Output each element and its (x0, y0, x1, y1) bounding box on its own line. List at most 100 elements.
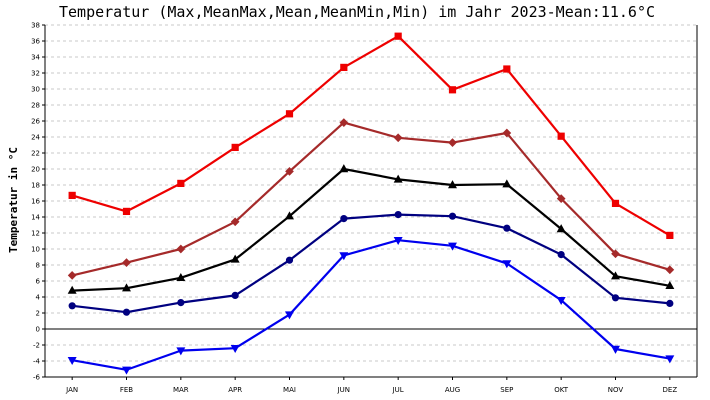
series-min-marker (285, 311, 294, 320)
y-tick-label: 28 (31, 102, 40, 110)
series-max-marker (177, 179, 185, 187)
series-mean-marker (502, 179, 512, 188)
series-min-marker (339, 252, 349, 261)
series-min-marker (176, 347, 186, 356)
y-tick-label: -2 (33, 342, 40, 350)
series-max-marker (666, 231, 674, 239)
series-meanmin-marker (340, 215, 348, 223)
series-max-marker (503, 65, 511, 73)
y-tick-label: 32 (31, 70, 40, 78)
series-meanmax-marker (122, 258, 131, 267)
y-tick-label: 22 (31, 150, 40, 158)
y-tick-label: 14 (31, 214, 40, 222)
series-max-marker (448, 86, 457, 94)
series-meanmax-marker (339, 118, 349, 127)
series-min-marker (665, 355, 675, 364)
y-ticks: -6-4-20246810121416182022242628303234363… (31, 22, 45, 382)
series-mean-marker (122, 283, 131, 292)
series-meanmin-marker (68, 302, 76, 310)
x-tick-label: DEZ (663, 386, 678, 394)
x-tick-label: NOV (608, 386, 624, 394)
series-min-marker (448, 242, 457, 251)
series-meanmax-marker (502, 128, 512, 138)
x-tick-label: OKT (554, 386, 569, 394)
x-tick-label: APR (228, 386, 242, 394)
y-tick-label: 24 (31, 134, 40, 142)
series-max (68, 32, 674, 239)
series-max-marker (68, 191, 76, 199)
series-meanmin-marker (122, 308, 131, 316)
series-max-marker (611, 199, 620, 207)
x-tick-label: MAR (173, 386, 189, 394)
y-tick-label: -4 (33, 358, 41, 366)
series-mean-marker (448, 180, 457, 189)
series-meanmax-marker (556, 194, 566, 203)
series-meanmax-marker (230, 217, 240, 227)
x-tick-label: JUN (337, 386, 350, 394)
y-tick-label: 6 (36, 278, 41, 286)
series-meanmin-marker (231, 291, 239, 299)
series-meanmax-marker (285, 167, 294, 176)
series-mean-marker (285, 211, 294, 220)
series-min-marker (122, 366, 131, 375)
y-axis-label: Temperatur in °C (7, 147, 20, 253)
series-mean-marker (393, 174, 403, 183)
series-mean-line (72, 167, 670, 292)
series-meanmin-marker (448, 212, 457, 220)
y-tick-label: 12 (31, 230, 40, 238)
series-min-marker (67, 356, 77, 366)
x-tick-label: AUG (445, 386, 460, 394)
y-tick-label: 8 (36, 262, 40, 270)
series-min-line (72, 239, 670, 371)
series-max-marker (285, 110, 294, 118)
x-ticks: JAN FEB MAR APR MAI JUN JUL AUG SEP OKT NOV DEZ (65, 377, 677, 394)
series-mean-marker (230, 254, 240, 263)
y-tick-label: 16 (31, 198, 40, 206)
series-max-marker (340, 63, 348, 71)
series-mean-marker (611, 271, 620, 280)
series-mean-marker (67, 285, 77, 294)
y-tick-label: 4 (36, 294, 41, 302)
series-min-marker (611, 345, 620, 354)
series-meanmin-marker (177, 298, 185, 307)
series-meanmax-marker (611, 249, 620, 259)
series-max-marker (557, 132, 565, 140)
series-meanmin-marker (611, 294, 620, 302)
series-meanmin-marker (666, 299, 674, 307)
series-min-marker (556, 296, 566, 306)
y-tick-label: 10 (31, 246, 40, 254)
x-tick-label: FEB (120, 386, 133, 394)
series-min-marker (502, 260, 512, 269)
series-meanmin-marker (394, 211, 402, 219)
y-tick-label: 30 (31, 86, 40, 94)
series-meanmin-marker (285, 256, 294, 264)
series-min (67, 236, 675, 375)
series-meanmin (68, 211, 674, 316)
series-meanmax-marker (448, 138, 457, 147)
y-tick-label: 0 (36, 326, 40, 334)
y-tick-label: -6 (33, 374, 41, 382)
series-meanmax-marker (393, 133, 403, 143)
series-mean-marker (665, 280, 675, 290)
series-mean-marker (176, 272, 186, 282)
series-meanmin-marker (557, 251, 565, 259)
series-meanmax-marker (67, 271, 77, 280)
y-tick-label: 36 (31, 38, 40, 46)
series-meanmin-line (72, 213, 670, 314)
series-max-marker (231, 143, 239, 151)
series-mean (67, 164, 675, 294)
series-min-marker (230, 344, 240, 354)
series-meanmax-line (71, 121, 671, 277)
x-tick-label: JAN (65, 386, 78, 394)
series-meanmax-marker (665, 265, 675, 275)
series-meanmax-marker (176, 244, 186, 254)
series-meanmax (67, 118, 675, 280)
y-tick-label: 34 (31, 54, 40, 62)
grid (45, 24, 697, 378)
series-min-marker (393, 236, 403, 246)
y-tick-label: 26 (31, 118, 40, 126)
y-tick-label: 20 (31, 166, 40, 174)
x-tick-label: SEP (500, 386, 513, 394)
y-tick-label: 2 (36, 310, 40, 318)
